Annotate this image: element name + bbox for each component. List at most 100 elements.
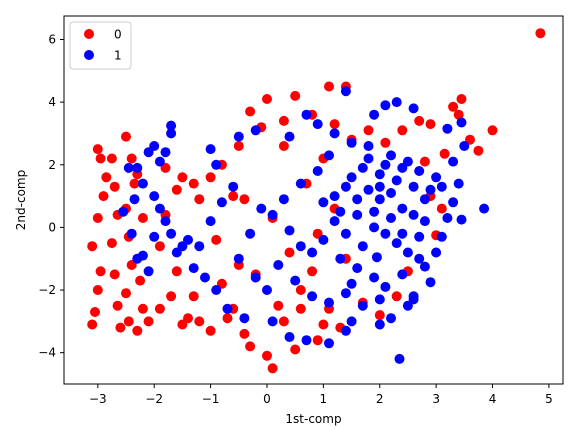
point-series-1-137 [442,213,453,223]
point-series-1-14 [436,231,447,242]
point-series-0-101 [177,172,188,183]
point-series-1-139 [371,252,382,263]
point-series-1-131 [397,162,408,173]
point-series-0-26 [171,266,182,277]
point-series-1-93 [352,263,363,274]
point-series-1-106 [312,166,323,176]
point-series-1-116 [340,288,351,299]
ticks-layer: −3 −2 −1 0 1 2 3 4 5 −4 −2 0 2 4 6 [38,32,552,406]
point-series-1-110 [284,225,295,236]
point-series-0-95 [143,316,154,327]
point-series-1-127 [397,228,408,239]
point-series-0-92 [135,275,146,286]
point-series-1-81 [419,216,430,227]
point-series-0-39 [295,285,306,295]
point-series-1-105 [324,150,334,161]
point-series-1-35 [166,228,177,239]
legend-label-0: 0 [114,28,122,42]
point-series-0-84 [129,178,140,189]
point-series-1-109 [267,209,278,220]
point-series-1-134 [318,197,329,208]
point-series-1-25 [324,338,334,349]
x-tick-label-2: −1 [202,392,220,406]
point-series-1-29 [239,313,250,324]
point-series-1-15 [431,247,442,258]
point-series-0-83 [126,153,137,164]
point-series-1-39 [137,178,148,189]
y-tick-label-2: 0 [48,220,56,234]
point-series-1-77 [374,194,385,205]
point-series-1-82 [352,209,363,220]
point-series-1-13 [456,214,467,225]
point-series-0-34 [267,363,278,374]
point-series-0-61 [414,115,425,126]
point-series-1-86 [402,247,413,258]
point-series-1-63 [233,131,244,142]
point-series-1-32 [200,272,210,283]
point-series-1-97 [414,253,425,264]
point-series-1-126 [386,213,396,223]
point-series-0-58 [363,125,374,136]
point-series-0-67 [92,285,103,295]
point-series-1-120 [250,272,261,283]
point-series-1-62 [205,144,216,155]
point-series-0-12 [262,94,272,104]
point-series-1-45 [160,147,171,158]
point-series-1-100 [357,162,368,173]
point-series-1-37 [154,203,165,214]
point-series-0-48 [211,234,222,245]
x-tick-label-4: 1 [320,392,328,406]
legend: 0 1 [69,21,132,70]
point-series-1-20 [408,294,419,305]
point-series-1-59 [216,197,227,208]
point-series-1-115 [324,297,334,308]
point-series-0-96 [154,303,165,314]
point-series-1-117 [357,300,368,311]
point-series-1-8 [459,141,470,151]
point-series-0-72 [101,172,112,183]
point-series-1-73 [414,166,425,176]
point-series-1-95 [380,281,391,292]
point-series-1-58 [205,216,216,227]
point-series-0-81 [115,322,126,333]
x-tick-label-0: −3 [89,392,107,406]
point-series-1-108 [278,194,289,205]
point-series-0-78 [106,238,117,249]
point-series-1-60 [228,181,239,192]
point-series-0-2 [324,81,334,92]
point-series-0-53 [391,291,402,302]
point-series-1-1 [340,86,351,97]
x-tick-label-3: 0 [263,392,271,406]
point-series-1-55 [171,247,182,258]
point-series-0-11 [436,203,447,214]
point-series-1-88 [340,228,351,239]
y-tick-label-1: −2 [38,283,56,297]
point-series-0-31 [239,328,250,339]
point-series-1-12 [479,203,490,214]
point-series-0-74 [92,144,103,155]
point-series-0-29 [205,325,216,336]
point-series-1-83 [369,222,380,233]
point-series-0-28 [194,316,205,327]
point-series-1-46 [154,156,165,167]
point-series-1-98 [329,191,340,202]
point-series-0-88 [121,288,131,299]
point-series-1-133 [335,206,346,217]
point-series-0-102 [194,194,205,205]
point-series-1-31 [211,285,222,295]
point-series-0-63 [439,148,450,159]
point-series-0-97 [166,291,177,302]
point-series-0-66 [90,307,100,317]
point-series-1-123 [256,203,267,214]
point-series-0-16 [278,115,289,126]
x-tick-label-7: 4 [489,392,497,406]
point-series-0-38 [273,300,284,311]
y-axis-label: 2nd-comp [14,170,28,230]
point-series-1-11 [448,197,459,208]
point-series-1-104 [425,184,436,195]
point-series-0-93 [137,213,148,223]
point-series-1-4 [391,97,402,108]
point-series-0-0 [535,28,546,39]
point-series-1-124 [346,278,357,289]
point-series-1-0 [394,353,405,364]
